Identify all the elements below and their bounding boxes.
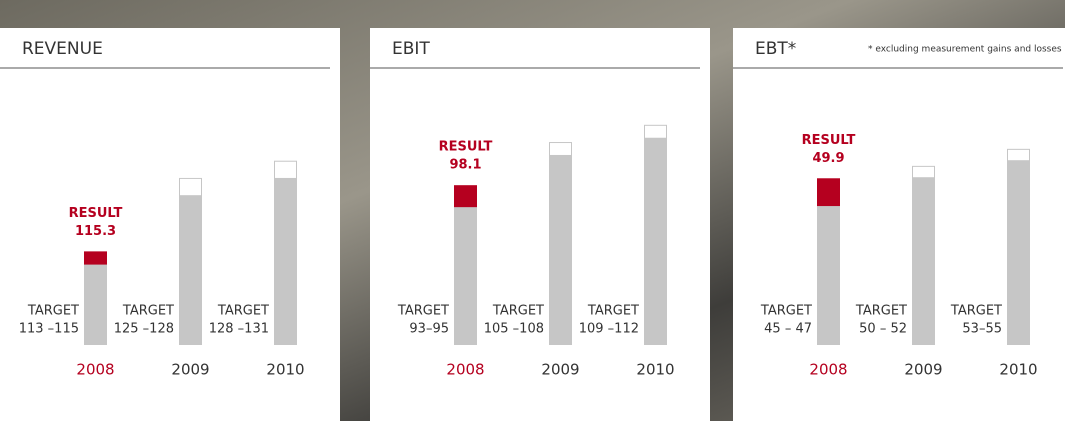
target-label: TARGET bbox=[217, 304, 269, 319]
x-tick-label: 2010 bbox=[999, 361, 1037, 379]
result-label: RESULT bbox=[439, 140, 493, 155]
target-bar bbox=[454, 207, 477, 345]
target-label: TARGET bbox=[122, 304, 174, 319]
x-tick-label: 2008 bbox=[446, 361, 484, 379]
result-label: RESULT bbox=[802, 133, 856, 148]
target-range: 105 –108 bbox=[484, 322, 544, 337]
target-range: 93–95 bbox=[409, 322, 449, 337]
target-bar bbox=[817, 206, 840, 345]
result-value: 49.9 bbox=[812, 151, 844, 166]
target-range-cap bbox=[275, 161, 297, 178]
result-value: 115.3 bbox=[75, 224, 116, 239]
target-range: 53–55 bbox=[962, 322, 1002, 337]
x-tick-label: 2010 bbox=[266, 361, 304, 379]
x-tick-label: 2010 bbox=[636, 361, 674, 379]
target-range-cap bbox=[180, 178, 202, 195]
target-range-cap bbox=[1008, 149, 1030, 160]
panel-title: EBIT bbox=[392, 39, 430, 59]
target-bar bbox=[179, 196, 202, 345]
target-label: TARGET bbox=[492, 304, 544, 319]
target-range-cap bbox=[645, 125, 667, 138]
target-label: TARGET bbox=[950, 304, 1002, 319]
target-label: TARGET bbox=[855, 304, 907, 319]
target-range: 50 – 52 bbox=[859, 322, 907, 337]
panel-title: EBT* bbox=[755, 39, 796, 59]
target-range: 113 –115 bbox=[19, 322, 79, 337]
result-value: 98.1 bbox=[449, 158, 481, 173]
result-label: RESULT bbox=[69, 206, 123, 221]
target-bar bbox=[1007, 161, 1030, 345]
target-label: TARGET bbox=[27, 304, 79, 319]
result-bar bbox=[454, 185, 477, 207]
panel-title: REVENUE bbox=[22, 39, 103, 59]
target-bar bbox=[549, 155, 572, 345]
target-label: TARGET bbox=[587, 304, 639, 319]
target-range: 109 –112 bbox=[579, 322, 639, 337]
target-bar bbox=[274, 178, 297, 345]
x-tick-label: 2009 bbox=[541, 361, 579, 379]
infographic: REVENUE RESULT 115.3 TARGET 113 –115 2008 TARG… bbox=[0, 0, 1065, 421]
x-tick-label: 2009 bbox=[904, 361, 942, 379]
x-tick-label: 2008 bbox=[76, 361, 114, 379]
target-label: TARGET bbox=[760, 304, 812, 319]
target-range-cap bbox=[550, 143, 572, 156]
result-bar bbox=[817, 178, 840, 206]
result-bar bbox=[84, 251, 107, 264]
target-range: 125 –128 bbox=[114, 322, 174, 337]
target-bar bbox=[84, 265, 107, 345]
target-bar bbox=[912, 178, 935, 345]
target-label: TARGET bbox=[397, 304, 449, 319]
footnote: * excluding measurement gains and losses bbox=[868, 45, 1062, 55]
target-range: 45 – 47 bbox=[764, 322, 812, 337]
x-tick-label: 2008 bbox=[809, 361, 847, 379]
target-bar bbox=[644, 138, 667, 345]
page: REVENUE RESULT 115.3 TARGET 113 –115 2008 TARG… bbox=[0, 0, 1065, 421]
x-tick-label: 2009 bbox=[171, 361, 209, 379]
target-range: 128 –131 bbox=[209, 322, 269, 337]
target-range-cap bbox=[913, 166, 935, 177]
